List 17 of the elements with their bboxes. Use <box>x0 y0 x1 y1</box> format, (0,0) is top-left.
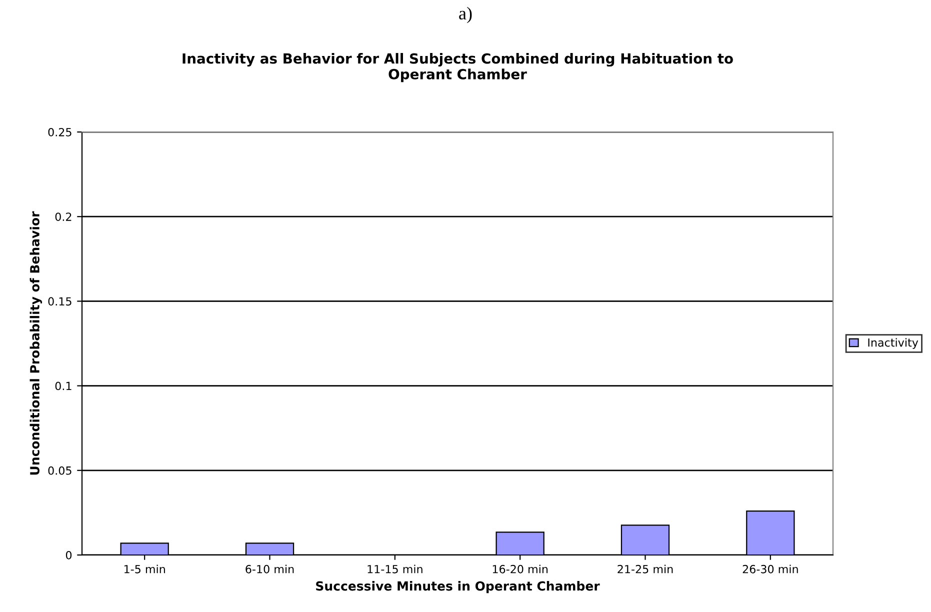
y-tick-label: 0 <box>66 550 72 560</box>
x-tick-label: 6-10 min <box>246 564 294 574</box>
x-tick-label: 26-30 min <box>742 564 798 574</box>
y-axis-title: Unconditional Probability of Behavior <box>30 211 42 475</box>
y-tick-label: 0.25 <box>48 128 72 136</box>
legend-label: Inactivity <box>868 338 918 349</box>
chart-title: Inactivity as Behavior for All Subjects Combined during Habituation to Operant Chamber <box>182 53 733 82</box>
x-tick-label: 16-20 min <box>492 564 548 574</box>
y-tick-label: 0.05 <box>48 466 72 475</box>
y-tick-label: 0.1 <box>55 382 72 390</box>
x-tick-label: 21-25 min <box>618 564 673 574</box>
text: a) <box>459 6 472 24</box>
x-tick-label: 1-5 min <box>124 564 165 574</box>
y-tick-label: 0.2 <box>55 212 72 221</box>
x-axis-title: Successive Minutes in Operant Chamber <box>316 581 600 594</box>
y-tick-label: 0.15 <box>48 297 72 306</box>
x-tick-label: 11-15 min <box>368 564 422 574</box>
